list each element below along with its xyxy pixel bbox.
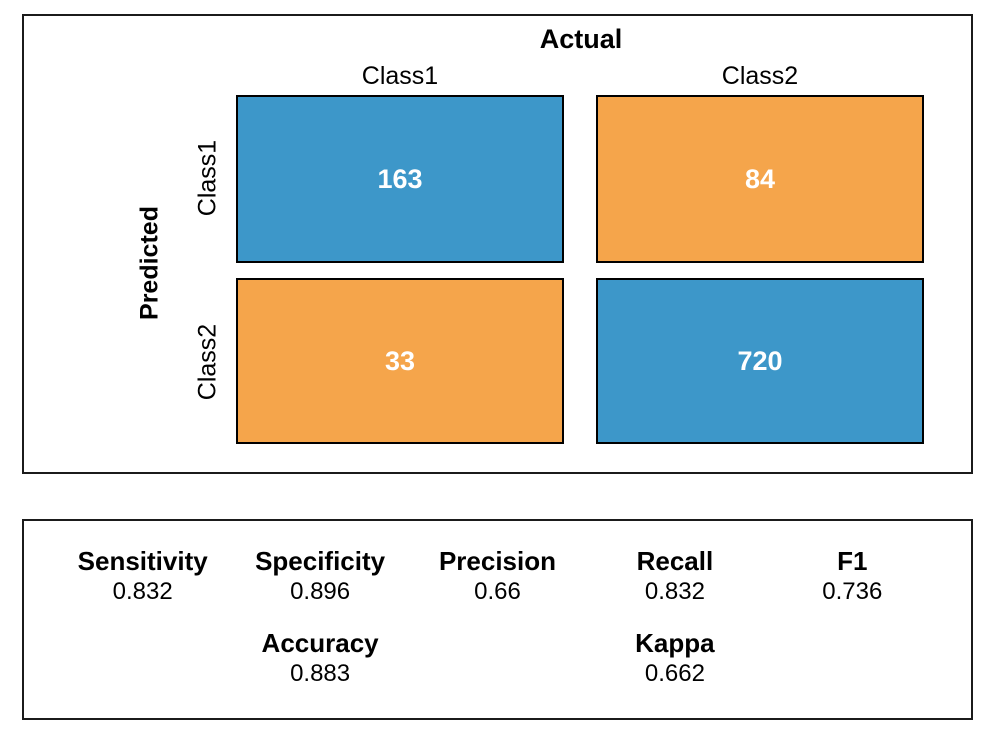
column-header-class2: Class2: [721, 62, 799, 90]
metric-value: 0.832: [112, 578, 173, 605]
cell-value: 33: [384, 345, 416, 376]
metric-sensitivity: Sensitivity 0.832: [54, 545, 231, 607]
metric-label: F1: [837, 546, 868, 576]
matrix-cell-pred-class2-actual-class1: 33: [236, 278, 564, 444]
column-header-class1: Class1: [361, 62, 439, 90]
y-axis-title: Predicted: [135, 206, 164, 320]
metric-label: Sensitivity: [77, 546, 208, 576]
metric-label: Precision: [438, 546, 557, 576]
metric-specificity: Specificity 0.896: [231, 545, 408, 607]
metric-kappa: Kappa 0.662: [586, 627, 763, 689]
x-axis-title: Actual: [539, 24, 623, 54]
metric-label: Accuracy: [261, 628, 379, 658]
metric-value: 0.832: [644, 578, 705, 605]
metric-precision: Precision 0.66: [409, 545, 586, 607]
metric-f1: F1 0.736: [764, 545, 941, 607]
cell-value: 84: [744, 163, 776, 194]
row-header-class1: Class1: [193, 139, 222, 217]
metrics-panel: Sensitivity 0.832 Specificity 0.896 Prec…: [22, 519, 973, 720]
matrix-cell-pred-class1-actual-class1: 163: [236, 95, 564, 263]
metric-value: 0.662: [644, 660, 705, 687]
metric-label: Kappa: [635, 628, 715, 658]
metrics-row-1: Sensitivity 0.832 Specificity 0.896 Prec…: [24, 521, 971, 607]
metric-label: Recall: [636, 546, 714, 576]
metric-accuracy: Accuracy 0.883: [231, 627, 408, 689]
confusion-matrix-panel: Actual Class1 Class2 Predicted Class1 Cl…: [22, 14, 973, 474]
metric-label: Specificity: [255, 546, 386, 576]
metric-value: 0.66: [474, 578, 521, 605]
metric-value: 0.883: [290, 660, 351, 687]
metrics-row-2: Accuracy 0.883 Kappa 0.662: [24, 607, 971, 689]
matrix-cell-pred-class1-actual-class2: 84: [596, 95, 924, 263]
metric-value: 0.736: [822, 578, 883, 605]
cell-value: 720: [737, 345, 783, 376]
row-header-class2: Class2: [193, 323, 222, 401]
metric-recall: Recall 0.832: [586, 545, 763, 607]
cell-value: 163: [377, 163, 423, 194]
metric-value: 0.896: [290, 578, 351, 605]
matrix-cell-pred-class2-actual-class2: 720: [596, 278, 924, 444]
